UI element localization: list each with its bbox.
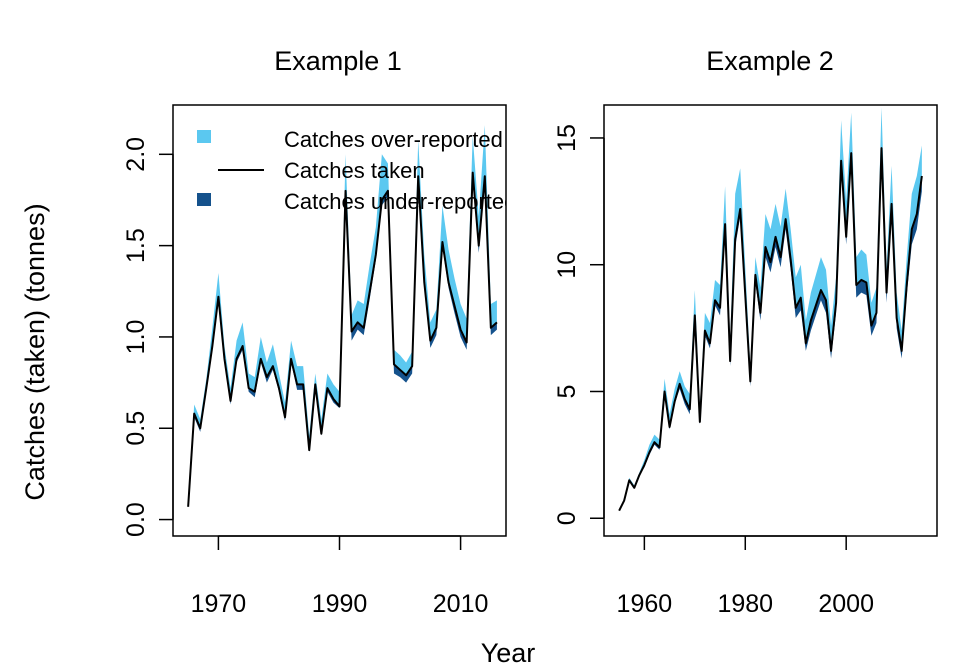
legend-label-over-reported: Catches over-reported [284, 127, 503, 152]
panel-title: Example 1 [274, 46, 402, 76]
x-tick-label: 1990 [312, 590, 368, 618]
y-tick-label: 1.0 [122, 320, 150, 355]
x-tick-label: 1980 [717, 590, 773, 618]
plot-area [618, 107, 923, 512]
y-tick-label: 0 [553, 511, 581, 525]
x-tick-label: 1970 [191, 590, 247, 618]
x-tick-label: 1960 [617, 590, 673, 618]
legend-label-taken: Catches taken [284, 158, 425, 183]
legend-label-under-reported: Catches under-reported [284, 189, 516, 214]
axes: 1970 1990 2010 0.0 0.5 1.0 1.5 2.0 [122, 137, 488, 618]
axes: 1960 1980 2000 0 5 10 15 [553, 124, 874, 618]
series-taken-line [187, 171, 498, 507]
series-over-reported-band [188, 125, 497, 507]
panel-example-2: Example 2 1960 1980 2000 0 5 10 15 [553, 46, 938, 618]
y-tick-label: 10 [553, 251, 581, 279]
x-axis-label: Year [481, 638, 536, 668]
x-tick-label: 2000 [818, 590, 874, 618]
y-tick-label: 0.0 [122, 502, 150, 537]
y-tick-label: 0.5 [122, 411, 150, 446]
x-tick-label: 2010 [433, 590, 489, 618]
series-over-reported-band [619, 107, 922, 511]
y-tick-label: 15 [553, 124, 581, 152]
y-tick-label: 2.0 [122, 137, 150, 172]
panel-title: Example 2 [706, 46, 834, 76]
legend-swatch-over-reported [197, 130, 211, 143]
y-tick-label: 5 [553, 385, 581, 399]
y-tick-label: 1.5 [122, 228, 150, 263]
legend: Catches over-reported Catches taken Catc… [197, 127, 516, 214]
plot-frame [603, 104, 938, 537]
series-under-reported-band [619, 148, 922, 511]
panel-example-1: Example 1 Catches over-reported Catches … [122, 46, 516, 618]
series-taken-line [618, 147, 923, 512]
series-under-reported-band [188, 172, 497, 507]
y-axis-label: Catches (taken) (tonnes) [20, 203, 50, 500]
plot-area [187, 125, 498, 507]
legend-swatch-under-reported [197, 193, 211, 206]
